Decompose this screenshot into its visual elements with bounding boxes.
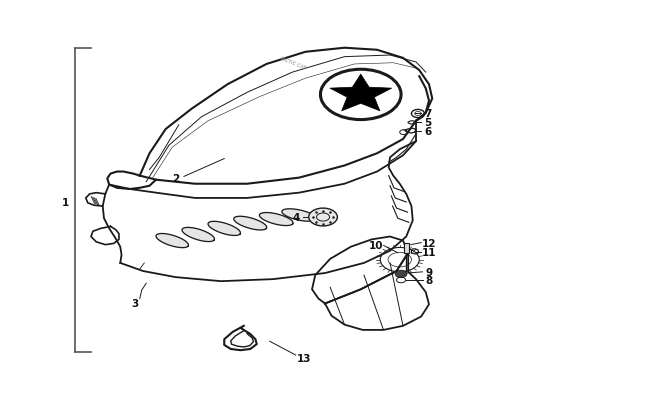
Text: 2: 2 bbox=[172, 173, 179, 183]
Bar bbox=[404, 243, 409, 253]
Text: 6: 6 bbox=[424, 127, 432, 136]
Polygon shape bbox=[330, 75, 392, 111]
Text: 1: 1 bbox=[61, 198, 69, 207]
Text: 12: 12 bbox=[422, 238, 436, 248]
Text: 7: 7 bbox=[424, 109, 432, 118]
Polygon shape bbox=[182, 228, 215, 242]
Text: ARCTIC CAT: ARCTIC CAT bbox=[278, 55, 307, 70]
Polygon shape bbox=[208, 222, 240, 236]
Circle shape bbox=[395, 271, 407, 278]
Text: 4: 4 bbox=[292, 213, 300, 223]
Polygon shape bbox=[156, 234, 188, 248]
Text: 8: 8 bbox=[425, 275, 433, 285]
Text: 13: 13 bbox=[297, 354, 311, 363]
Text: 5: 5 bbox=[424, 117, 432, 127]
Text: 11: 11 bbox=[422, 247, 436, 257]
Polygon shape bbox=[282, 209, 316, 222]
Text: 9: 9 bbox=[426, 267, 432, 277]
Circle shape bbox=[320, 70, 401, 120]
Polygon shape bbox=[259, 213, 293, 226]
Circle shape bbox=[309, 209, 337, 226]
Text: 10: 10 bbox=[369, 240, 383, 250]
Polygon shape bbox=[234, 217, 266, 230]
Text: 3: 3 bbox=[131, 298, 138, 308]
